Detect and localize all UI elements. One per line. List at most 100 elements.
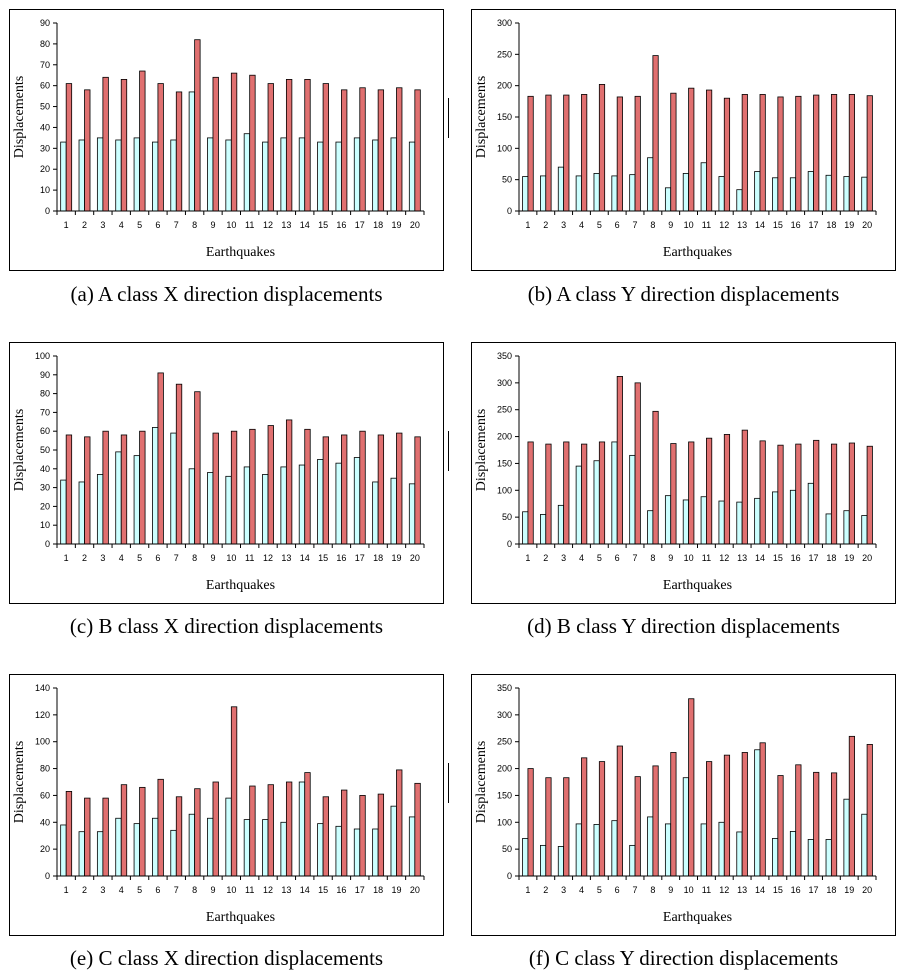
bar-e-s1-4: [115, 817, 122, 877]
bar-b-s1-16: [789, 177, 797, 212]
bar-a-s2-10: [230, 72, 238, 212]
bar-d-s2-5: [598, 441, 606, 545]
x-tick-label-c-13: 13: [281, 553, 291, 563]
bar-f-s2-2: [545, 777, 552, 877]
bar-d-s2-12: [723, 434, 731, 545]
x-tick-label-c-6: 6: [155, 553, 160, 563]
bar-b-s2-14: [759, 94, 766, 212]
bar-e-s2-4: [120, 784, 128, 877]
bar-b-s2-17: [813, 94, 820, 212]
bar-c-s2-7: [175, 383, 183, 545]
x-tick-label-a-16: 16: [336, 220, 346, 230]
bar-c-s1-8: [188, 468, 196, 545]
bar-d-s1-8: [647, 510, 654, 545]
y-axis-title-c: Displacements: [12, 409, 27, 491]
x-tick-label-c-4: 4: [119, 553, 124, 563]
bar-c-s1-18: [372, 481, 379, 545]
x-tick-label-f-17: 17: [809, 885, 819, 895]
y-tick-label-c-90: 90: [40, 370, 50, 380]
x-tick-label-a-2: 2: [82, 220, 87, 230]
y-tick-label-d-250: 250: [497, 405, 512, 415]
bar-a-s2-11: [249, 74, 256, 212]
bar-b-s2-3: [563, 94, 570, 212]
bar-d-s2-1: [527, 441, 534, 545]
y-tick-label-b-200: 200: [497, 81, 512, 91]
x-tick-label-e-16: 16: [336, 885, 346, 895]
bar-e-s1-3: [96, 831, 104, 877]
x-tick-label-c-17: 17: [355, 553, 365, 563]
bar-f-s1-2: [540, 844, 547, 877]
bar-b-s1-14: [754, 171, 761, 212]
bar-f-s2-14: [759, 742, 766, 877]
bar-a-s2-3: [102, 76, 109, 212]
bar-b-s2-19: [848, 94, 855, 212]
x-tick-label-b-13: 13: [737, 220, 747, 230]
x-tick-label-a-5: 5: [137, 220, 142, 230]
bar-f-s1-9: [664, 823, 672, 877]
bar-b-s1-7: [629, 174, 636, 212]
bar-a-s1-16: [335, 141, 342, 212]
bar-e-s2-12: [267, 784, 274, 877]
caption-a: (a) A class X direction displacements: [70, 282, 383, 306]
bar-d-s1-17: [807, 482, 814, 545]
bar-d-s2-20: [866, 445, 873, 545]
x-tick-label-c-20: 20: [410, 553, 420, 563]
x-tick-label-e-4: 4: [119, 885, 124, 895]
bar-a-s2-5: [139, 70, 146, 212]
x-tick-label-e-2: 2: [82, 885, 87, 895]
bar-c-s1-4: [115, 451, 122, 545]
caption-b: (b) A class Y direction displacements: [527, 282, 840, 306]
x-tick-label-f-4: 4: [579, 885, 584, 895]
bar-e-s1-13: [280, 821, 287, 877]
bar-d-s2-19: [848, 442, 855, 545]
x-tick-label-b-6: 6: [615, 220, 620, 230]
y-tick-label-a-50: 50: [40, 102, 50, 112]
y-tick-label-e-120: 120: [35, 710, 50, 720]
x-tick-label-f-13: 13: [737, 885, 747, 895]
y-tick-label-a-90: 90: [40, 18, 50, 28]
x-tick-label-a-9: 9: [210, 220, 215, 230]
bar-b-s2-4: [581, 94, 588, 212]
bar-f-s2-15: [777, 775, 784, 877]
bar-c-s1-15: [317, 459, 324, 545]
bar-b-s2-5: [598, 84, 606, 212]
x-tick-label-f-6: 6: [615, 885, 620, 895]
bar-c-s2-1: [65, 434, 73, 545]
bar-e-s1-14: [298, 781, 306, 877]
x-tick-label-f-18: 18: [826, 885, 836, 895]
bar-e-s2-6: [157, 778, 164, 877]
x-tick-label-e-8: 8: [192, 885, 197, 895]
x-tick-label-e-10: 10: [226, 885, 236, 895]
y-tick-label-e-140: 140: [35, 683, 50, 693]
bar-a-s1-8: [188, 91, 196, 212]
bar-f-s1-12: [718, 821, 725, 877]
bar-e-s1-8: [188, 813, 196, 877]
bar-d-s1-9: [664, 495, 672, 545]
bar-e-s2-9: [212, 781, 219, 877]
y-tick-label-b-300: 300: [497, 18, 512, 28]
bar-c-s2-12: [267, 425, 274, 545]
x-tick-label-e-13: 13: [281, 885, 291, 895]
bar-f-s1-1: [522, 837, 529, 877]
y-axis-title-f: Displacements: [474, 741, 489, 823]
bar-a-s2-16: [341, 89, 348, 212]
bar-e-s2-11: [249, 785, 256, 877]
x-tick-label-f-16: 16: [791, 885, 801, 895]
x-tick-label-b-19: 19: [844, 220, 854, 230]
x-tick-label-f-7: 7: [633, 885, 638, 895]
x-tick-label-f-1: 1: [525, 885, 530, 895]
bar-d-s2-7: [634, 382, 641, 545]
bar-e-s1-17: [353, 828, 361, 877]
x-tick-label-a-8: 8: [192, 220, 197, 230]
bar-a-s1-11: [243, 133, 251, 212]
bar-a-s1-13: [280, 137, 287, 212]
y-tick-label-c-0: 0: [45, 539, 50, 549]
y-tick-label-b-250: 250: [497, 49, 512, 59]
x-tick-label-e-7: 7: [174, 885, 179, 895]
x-tick-label-f-5: 5: [597, 885, 602, 895]
bar-b-s1-11: [700, 162, 707, 212]
bar-b-s1-4: [575, 175, 582, 212]
x-tick-label-a-7: 7: [174, 220, 179, 230]
